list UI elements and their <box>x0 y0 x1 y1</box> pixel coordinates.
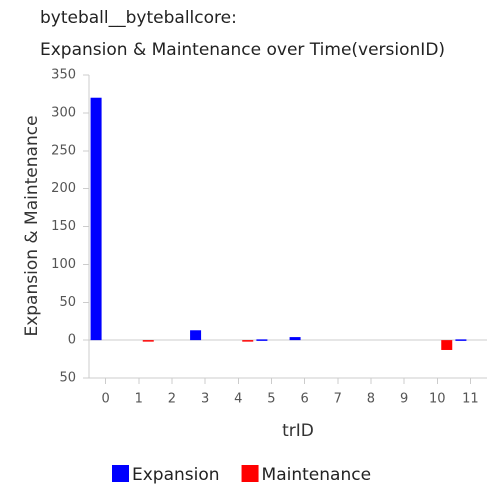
x-tick-label: 6 <box>300 392 308 407</box>
x-tick-label: 10 <box>429 392 446 407</box>
bar <box>455 339 467 341</box>
bar <box>441 340 453 350</box>
y-axis-title: Expansion & Maintenance <box>22 115 42 336</box>
y-tick-label: 350 <box>51 68 76 83</box>
x-tick-label: 4 <box>234 392 242 407</box>
chart-title: Expansion & Maintenance over Time(versio… <box>40 40 445 60</box>
y-tick-label: 300 <box>51 105 76 120</box>
bar <box>90 97 102 341</box>
y-tick-label: 200 <box>51 181 76 196</box>
x-tick-label: 9 <box>400 392 408 407</box>
x-axis-title: trID <box>282 421 314 441</box>
x-tick-label: 7 <box>334 392 342 407</box>
y-tick-label: 50 <box>59 371 76 386</box>
bar <box>289 337 301 341</box>
bar <box>242 340 254 342</box>
y-tick-label: 100 <box>51 257 76 272</box>
y-tick-label: 250 <box>51 143 76 158</box>
x-tick-label: 0 <box>101 392 109 407</box>
legend-swatch <box>241 465 259 482</box>
legend-label: Maintenance <box>262 465 371 485</box>
x-tick-label: 5 <box>267 392 275 407</box>
x-tick-label: 3 <box>201 392 209 407</box>
bar <box>190 330 202 341</box>
x-tick-label: 8 <box>367 392 375 407</box>
legend-swatch <box>112 465 129 482</box>
y-tick-label: 150 <box>51 219 76 234</box>
y-tick-label: 0 <box>68 333 76 348</box>
bar <box>256 339 268 341</box>
y-tick-label: 50 <box>59 295 76 310</box>
bar <box>142 340 154 342</box>
x-tick-label: 11 <box>462 392 479 407</box>
x-tick-label: 2 <box>168 392 176 407</box>
x-tick-label: 1 <box>135 392 143 407</box>
legend-label: Expansion <box>132 465 220 485</box>
chart-title: byteball__byteballcore: <box>40 8 237 28</box>
